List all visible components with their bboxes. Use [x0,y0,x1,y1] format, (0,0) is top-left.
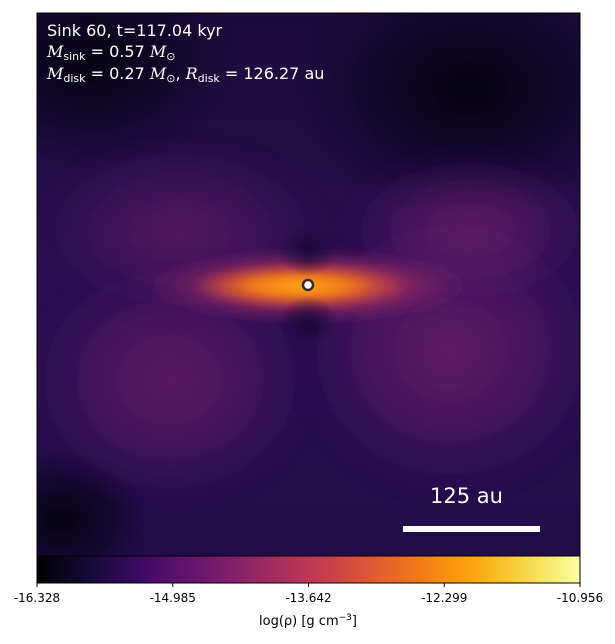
colorbar-ticks [36,583,581,587]
sink-time-label: Sink 60, t=117.04 kyr [47,21,223,40]
pinch-above [278,224,338,276]
scale-bar-label: 125 au [430,484,503,508]
colorbar [36,555,581,584]
colorbar-tick-label: -16.328 [13,591,61,605]
density-map [37,13,580,556]
disk-properties-label: Mdisk = 0.27 M⊙, Rdisk = 126.27 au [47,64,325,86]
colorbar-tick-label: -13.642 [285,591,332,605]
colorbar-tick-label: -10.956 [556,591,604,605]
colorbar-tick-label: -14.985 [149,591,196,605]
disk-core [190,264,410,308]
pinch-below [278,296,338,348]
sink-particle-marker [301,278,315,292]
colorbar-axis-label: log(ρ) [g cm−3] [259,613,357,629]
sink-mass-label: Msink = 0.57 M⊙ [47,42,176,64]
colorbar-tick-label: -12.299 [421,591,468,605]
dark-region-top-left [37,13,240,170]
